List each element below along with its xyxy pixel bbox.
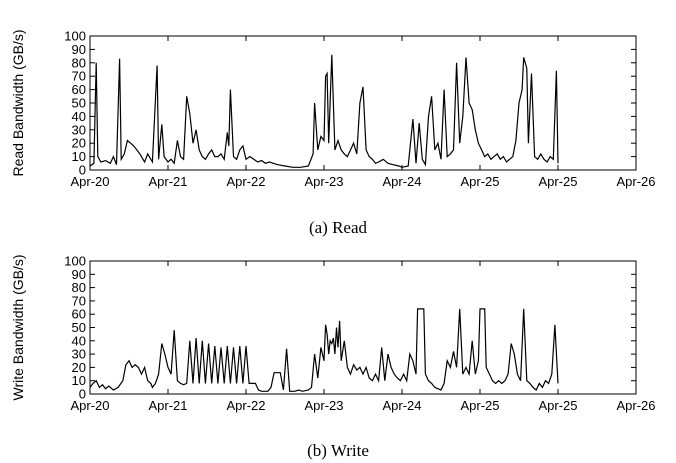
y-tick-label: 0 <box>79 163 86 178</box>
y-tick-label: 10 <box>72 149 86 164</box>
x-tick-label: Apr-21 <box>148 174 187 189</box>
series-line <box>89 308 559 392</box>
x-tick-label: Apr-24 <box>382 174 421 189</box>
x-tick-label: Apr-22 <box>226 174 265 189</box>
x-tick-label: Apr-24 <box>382 398 421 413</box>
y-tick-label: 10 <box>72 373 86 388</box>
y-tick-label: 90 <box>72 42 86 57</box>
x-tick-label: Apr-21 <box>148 398 187 413</box>
y-tick-label: 40 <box>72 109 86 124</box>
x-tick-label: Apr-20 <box>70 398 109 413</box>
y-tick-label: 50 <box>72 96 86 111</box>
y-tick-label: 90 <box>72 267 86 282</box>
x-tick-label: Apr-22 <box>226 398 265 413</box>
y-tick-label: 100 <box>64 254 86 269</box>
y-tick-label: 0 <box>79 387 86 402</box>
x-tick-label: Apr-26 <box>616 398 655 413</box>
x-tick-label: Apr-25 <box>460 398 499 413</box>
y-tick-label: 80 <box>72 280 86 295</box>
y-tick-label: 60 <box>72 307 86 322</box>
y-axis-label: Read Bandwidth (GB/s) <box>10 29 26 176</box>
y-axis-label: Write Bandwidth (GB/s) <box>10 254 26 400</box>
x-tick-label: Apr-23 <box>304 398 343 413</box>
y-tick-label: 40 <box>72 333 86 348</box>
y-tick-label: 70 <box>72 293 86 308</box>
x-tick-label: Apr-25 <box>538 174 577 189</box>
x-tick-label: Apr-25 <box>538 398 577 413</box>
y-tick-label: 30 <box>72 122 86 137</box>
chart-caption: (a) Read <box>309 218 368 237</box>
y-tick-label: 100 <box>64 29 86 44</box>
y-tick-label: 30 <box>72 347 86 362</box>
y-tick-label: 70 <box>72 69 86 84</box>
y-tick-label: 60 <box>72 82 86 97</box>
x-tick-label: Apr-23 <box>304 174 343 189</box>
x-tick-label: Apr-26 <box>616 174 655 189</box>
y-tick-label: 20 <box>72 360 86 375</box>
chart-caption: (b) Write <box>307 441 369 460</box>
x-tick-label: Apr-25 <box>460 174 499 189</box>
x-tick-label: Apr-20 <box>70 174 109 189</box>
y-tick-label: 80 <box>72 55 86 70</box>
series-line <box>89 54 559 168</box>
y-tick-label: 50 <box>72 320 86 335</box>
y-tick-label: 20 <box>72 136 86 151</box>
